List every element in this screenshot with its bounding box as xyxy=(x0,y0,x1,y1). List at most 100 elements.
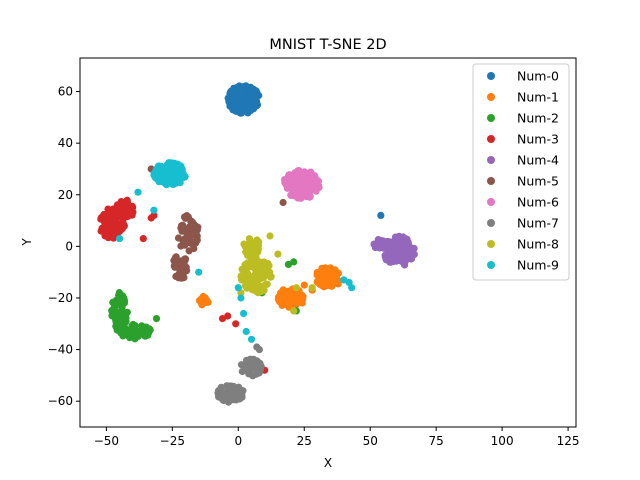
data-point xyxy=(290,192,298,200)
x-tick-label: 125 xyxy=(557,434,580,448)
data-point xyxy=(139,235,147,243)
data-point xyxy=(326,264,334,272)
data-point xyxy=(261,281,269,289)
data-point xyxy=(238,88,246,96)
series-num-5 xyxy=(147,165,287,282)
legend-marker xyxy=(487,240,495,248)
series-num-9 xyxy=(116,159,356,343)
data-point xyxy=(291,182,299,191)
data-point xyxy=(100,217,108,225)
data-point xyxy=(245,235,253,243)
data-point xyxy=(242,327,250,336)
y-tick-label: 20 xyxy=(58,188,73,202)
data-point xyxy=(247,335,256,343)
y-tick-label: −40 xyxy=(48,343,73,357)
data-point xyxy=(295,296,303,304)
data-point xyxy=(224,312,232,320)
data-point xyxy=(306,193,314,201)
data-point xyxy=(186,223,194,231)
data-point xyxy=(176,265,184,273)
data-point xyxy=(233,83,241,92)
data-point xyxy=(185,247,193,255)
data-point xyxy=(375,242,383,250)
data-point xyxy=(252,87,260,95)
data-point xyxy=(407,246,416,254)
legend-marker xyxy=(487,72,495,80)
data-point xyxy=(128,322,136,330)
y-axis: −60 −40 −20 0 20 40 60 xyxy=(48,85,80,408)
series-num-1 xyxy=(195,264,342,312)
legend-marker xyxy=(487,261,495,269)
legend-marker xyxy=(487,219,495,227)
data-point xyxy=(180,213,189,221)
data-point xyxy=(290,258,298,266)
data-point xyxy=(308,284,316,292)
legend-label: Num-4 xyxy=(517,153,559,168)
data-point xyxy=(321,264,329,272)
data-point xyxy=(165,165,173,173)
data-point xyxy=(246,94,254,102)
y-tick-label: 60 xyxy=(58,85,73,99)
data-point xyxy=(239,83,247,91)
data-point xyxy=(180,260,188,268)
data-point xyxy=(294,167,302,175)
data-point xyxy=(391,233,400,241)
data-point xyxy=(237,361,246,369)
legend-marker xyxy=(487,156,495,164)
data-point xyxy=(172,254,180,262)
data-point xyxy=(334,280,342,288)
data-point xyxy=(237,294,245,302)
data-point xyxy=(119,330,127,338)
data-point xyxy=(190,230,198,238)
data-point xyxy=(251,364,259,372)
legend-box xyxy=(472,63,570,281)
data-point xyxy=(252,370,261,378)
data-point xyxy=(98,224,106,232)
x-tick-label: 25 xyxy=(297,434,312,448)
data-point xyxy=(302,188,310,196)
points-layer xyxy=(97,82,418,406)
series-num-3 xyxy=(97,196,269,374)
data-point xyxy=(231,395,239,403)
legend-label: Num-5 xyxy=(517,174,559,189)
x-tick-label: 100 xyxy=(491,434,514,448)
data-point xyxy=(250,355,258,363)
data-point xyxy=(243,358,251,366)
legend-marker xyxy=(487,198,495,206)
data-point xyxy=(131,335,139,343)
data-point xyxy=(332,268,341,276)
data-point xyxy=(244,366,252,374)
data-point xyxy=(183,267,191,275)
data-point xyxy=(267,272,275,280)
data-point xyxy=(118,303,126,311)
legend-marker xyxy=(487,177,495,185)
data-point xyxy=(253,343,261,351)
data-point xyxy=(327,270,335,278)
data-point xyxy=(128,211,136,219)
data-point xyxy=(154,163,162,171)
data-point xyxy=(348,284,356,292)
y-tick-label: 40 xyxy=(58,136,73,150)
data-point xyxy=(340,276,348,284)
series-num-7 xyxy=(214,343,265,406)
x-tick-label: −25 xyxy=(160,434,185,448)
data-point xyxy=(108,312,116,320)
y-tick-label: −60 xyxy=(48,394,73,408)
data-point xyxy=(403,238,411,246)
data-point xyxy=(238,367,246,376)
data-point xyxy=(289,174,297,183)
data-point xyxy=(292,284,300,292)
data-point xyxy=(228,97,237,105)
data-point xyxy=(181,241,189,249)
data-point xyxy=(274,250,282,258)
legend: Num-0 Num-1 Num-2 Num-3 Num-4 Num-5 Num-6 Num-7… xyxy=(472,63,570,281)
data-point xyxy=(239,94,247,103)
x-tick-label: 0 xyxy=(234,434,242,448)
legend-label: Num-2 xyxy=(517,111,559,126)
data-point xyxy=(251,271,259,279)
data-point xyxy=(255,261,263,269)
legend-label: Num-3 xyxy=(517,132,559,147)
data-point xyxy=(195,268,203,276)
data-point xyxy=(116,235,124,243)
data-point xyxy=(278,299,286,307)
